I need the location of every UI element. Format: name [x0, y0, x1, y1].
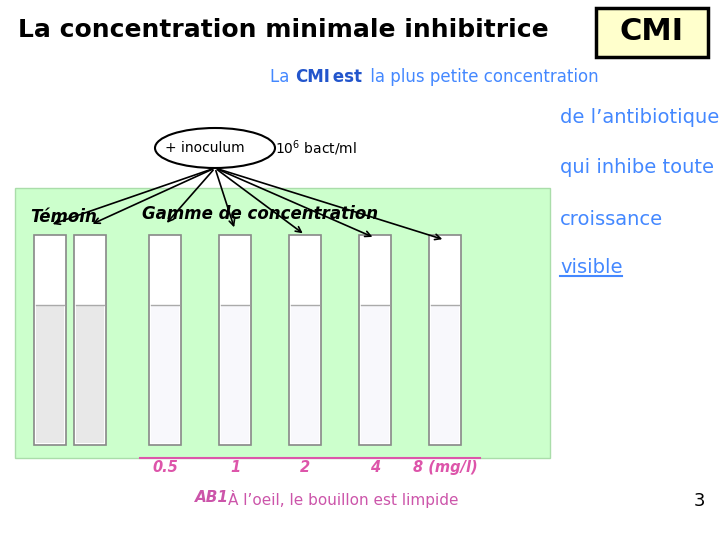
Text: la plus petite concentration: la plus petite concentration: [365, 68, 598, 86]
Bar: [431, 305, 459, 443]
Bar: [76, 305, 104, 443]
FancyBboxPatch shape: [596, 8, 708, 57]
Text: + inoculum: + inoculum: [165, 141, 245, 155]
Text: La: La: [271, 68, 295, 86]
Bar: [149, 235, 181, 445]
Text: 1: 1: [230, 460, 240, 475]
Text: de l’antibiotique: de l’antibiotique: [560, 108, 719, 127]
Bar: [361, 305, 389, 443]
Text: 4: 4: [370, 460, 380, 475]
Text: 0.5: 0.5: [152, 460, 178, 475]
Bar: [34, 235, 66, 445]
Bar: [291, 305, 319, 443]
Ellipse shape: [155, 128, 275, 168]
Text: Gamme de concentration: Gamme de concentration: [142, 205, 378, 223]
Text: À l’oeil, le bouillon est limpide: À l’oeil, le bouillon est limpide: [228, 490, 459, 508]
Text: est: est: [327, 68, 362, 86]
Bar: [36, 305, 64, 443]
Bar: [429, 235, 461, 445]
Bar: [289, 235, 321, 445]
Bar: [219, 235, 251, 445]
Text: CMI: CMI: [620, 17, 684, 46]
Bar: [359, 235, 391, 445]
Text: 3: 3: [693, 492, 705, 510]
Text: Témoin: Témoin: [30, 208, 97, 226]
Text: croissance: croissance: [560, 210, 663, 229]
Text: CMI: CMI: [295, 68, 330, 86]
Text: 2: 2: [300, 460, 310, 475]
Bar: [221, 305, 249, 443]
Text: 10$^6$ bact/ml: 10$^6$ bact/ml: [275, 138, 357, 158]
Bar: [74, 235, 106, 445]
Bar: [15, 188, 550, 458]
Text: 8 (mg/l): 8 (mg/l): [413, 460, 477, 475]
Text: qui inhibe toute: qui inhibe toute: [560, 158, 714, 177]
Text: AB1: AB1: [195, 490, 229, 505]
Text: La concentration minimale inhibitrice: La concentration minimale inhibitrice: [18, 18, 549, 42]
Bar: [151, 305, 179, 443]
Text: visible: visible: [560, 258, 623, 277]
